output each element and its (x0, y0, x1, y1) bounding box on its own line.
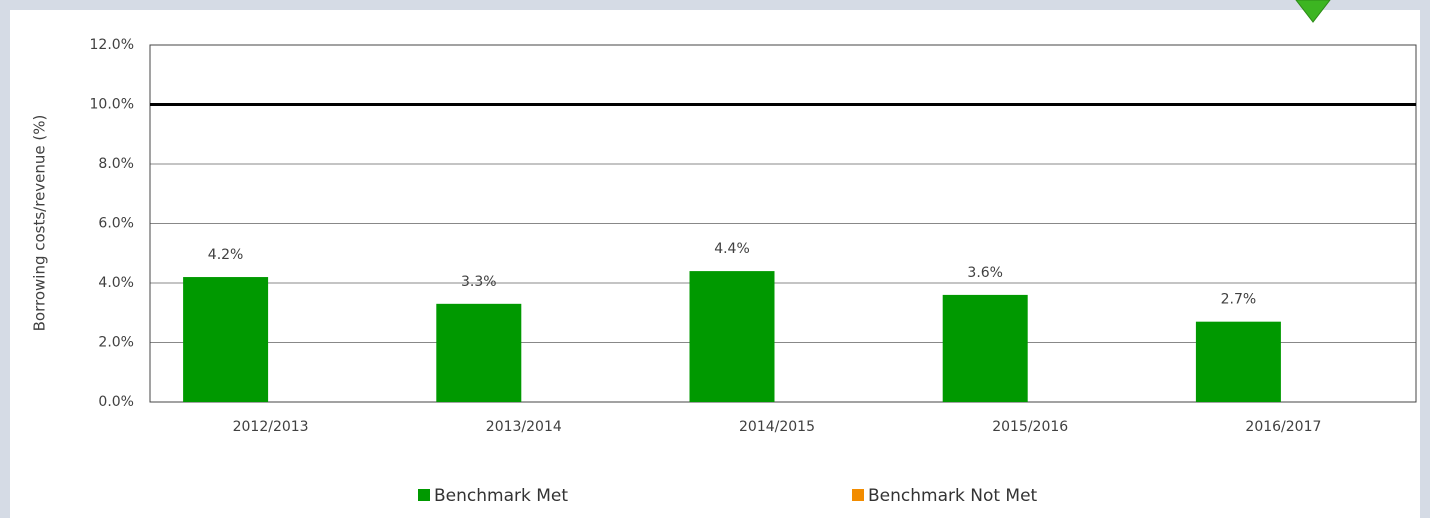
bar (689, 271, 775, 402)
bar (183, 277, 269, 402)
y-tick-label: 8.0% (98, 156, 134, 172)
x-tick-label: 2014/2015 (739, 419, 815, 435)
legend-label: Benchmark Met (434, 486, 568, 506)
data-label: 4.2% (208, 247, 244, 263)
data-label: 3.3% (461, 274, 497, 290)
bar (436, 303, 522, 402)
x-tick-label: 2015/2016 (992, 419, 1068, 435)
legend-swatch (852, 489, 864, 501)
data-label: 4.4% (714, 241, 750, 257)
check-icon (1295, 0, 1331, 23)
y-tick-label: 4.0% (98, 275, 134, 291)
y-axis-label: Borrowing costs/revenue (%) (31, 115, 49, 332)
panel (10, 10, 1420, 518)
y-tick-label: 2.0% (98, 335, 134, 351)
plot-border (149, 44, 1417, 403)
legend-label: Benchmark Not Met (868, 486, 1038, 506)
y-tick-label: 6.0% (98, 216, 134, 232)
y-tick-label: 0.0% (98, 394, 134, 410)
legend-swatch (418, 489, 430, 501)
x-tick-label: 2013/2014 (486, 419, 562, 435)
legend: Benchmark Met Benchmark Not Met (418, 486, 1038, 506)
bar (942, 294, 1028, 402)
x-tick-label: 2016/2017 (1245, 419, 1321, 435)
y-tick-label: 12.0% (90, 37, 134, 53)
data-label: 2.7% (1221, 292, 1257, 308)
bar (1195, 321, 1281, 402)
data-label: 3.6% (967, 265, 1003, 281)
x-tick-label: 2012/2013 (233, 419, 309, 435)
y-tick-label: 10.0% (90, 97, 134, 113)
